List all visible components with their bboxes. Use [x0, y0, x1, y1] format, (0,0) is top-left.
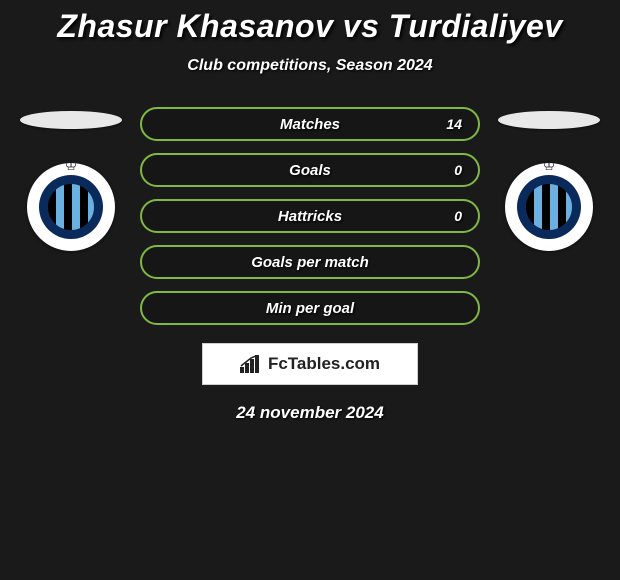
- stat-row-goals-per-match: Goals per match: [140, 245, 480, 279]
- stat-row-hattricks: Hattricks 0: [140, 199, 480, 233]
- page-title: Zhasur Khasanov vs Turdialiyev: [0, 8, 620, 45]
- flag-left: [20, 111, 122, 129]
- club-badge-left: ♔: [27, 163, 115, 251]
- player-left-column: ♔: [20, 107, 122, 251]
- stat-label: Min per goal: [266, 300, 354, 317]
- stat-row-min-per-goal: Min per goal: [140, 291, 480, 325]
- subtitle: Club competitions, Season 2024: [0, 57, 620, 75]
- stat-row-matches: Matches 14: [140, 107, 480, 141]
- stat-value-right: 14: [446, 116, 462, 132]
- bar-chart-icon: [240, 355, 262, 373]
- main-area: ♔ Matches 14 Goals 0 Hattricks 0 Goals p…: [0, 107, 620, 325]
- stat-row-goals: Goals 0: [140, 153, 480, 187]
- comparison-card: Zhasur Khasanov vs Turdialiyev Club comp…: [0, 0, 620, 423]
- branding-text: FcTables.com: [268, 354, 380, 374]
- date-label: 24 november 2024: [0, 403, 620, 423]
- stat-label: Hattricks: [278, 208, 342, 225]
- club-badge-right: ♔: [505, 163, 593, 251]
- branding-box[interactable]: FcTables.com: [202, 343, 418, 385]
- stat-label: Goals: [289, 162, 331, 179]
- stat-label: Matches: [280, 116, 340, 133]
- flag-right: [498, 111, 600, 129]
- crown-icon: ♔: [65, 163, 78, 174]
- stats-column: Matches 14 Goals 0 Hattricks 0 Goals per…: [140, 107, 480, 325]
- crown-icon: ♔: [543, 163, 556, 174]
- player-right-column: ♔: [498, 107, 600, 251]
- stat-value-right: 0: [454, 208, 462, 224]
- stat-value-right: 0: [454, 162, 462, 178]
- stat-label: Goals per match: [251, 254, 369, 271]
